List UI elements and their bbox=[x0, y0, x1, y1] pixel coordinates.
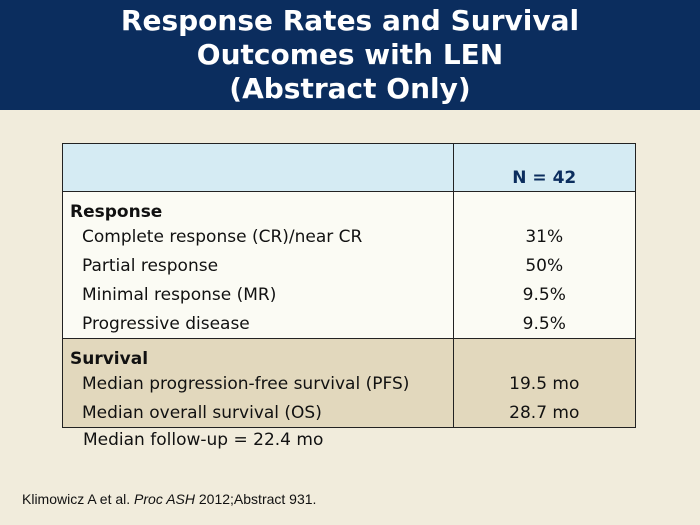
row-label: Median progression-free survival (PFS) bbox=[62, 369, 454, 398]
results-table: N = 42 Response Complete response (CR)/n… bbox=[62, 143, 637, 428]
row-label: Partial response bbox=[62, 251, 454, 280]
section-row-response: Response bbox=[62, 191, 637, 222]
table-header-empty-cell bbox=[62, 143, 454, 192]
table-row: Partial response 50% bbox=[62, 251, 637, 280]
section-label-response: Response bbox=[62, 191, 454, 222]
row-label: Median overall survival (OS) bbox=[62, 398, 454, 428]
slide-title-line-3: (Abstract Only) bbox=[229, 72, 471, 105]
citation-journal: Proc ASH bbox=[134, 491, 195, 507]
row-value: 9.5% bbox=[452, 280, 637, 309]
median-followup-note: Median follow-up = 22.4 mo bbox=[83, 430, 324, 450]
table-row: Progressive disease 9.5% bbox=[62, 309, 637, 339]
row-label: Progressive disease bbox=[62, 309, 454, 339]
row-value: 31% bbox=[452, 222, 637, 251]
table-row: Median progression-free survival (PFS) 1… bbox=[62, 369, 637, 398]
slide-title-line-2: Outcomes with LEN bbox=[196, 38, 504, 71]
row-value: 28.7 mo bbox=[452, 398, 637, 428]
section-row-survival: Survival bbox=[62, 338, 637, 369]
slide-title-line-1: Response Rates and Survival bbox=[120, 4, 580, 37]
citation: Klimowicz A et al. Proc ASH 2012;Abstrac… bbox=[22, 491, 316, 507]
table-header-row: N = 42 bbox=[62, 143, 637, 192]
section-label-survival: Survival bbox=[62, 338, 454, 369]
citation-authors: Klimowicz A et al. bbox=[22, 491, 131, 507]
row-label: Minimal response (MR) bbox=[62, 280, 454, 309]
slide-title-banner: Response Rates and Survival Outcomes wit… bbox=[0, 0, 700, 110]
row-value: 9.5% bbox=[452, 309, 637, 339]
column-header-n: N = 42 bbox=[452, 143, 637, 192]
row-label: Complete response (CR)/near CR bbox=[62, 222, 454, 251]
row-value: 19.5 mo bbox=[452, 369, 637, 398]
citation-details: 2012;Abstract 931. bbox=[198, 491, 317, 507]
table-row: Minimal response (MR) 9.5% bbox=[62, 280, 637, 309]
row-value: 50% bbox=[452, 251, 637, 280]
table-row: Complete response (CR)/near CR 31% bbox=[62, 222, 637, 251]
table-row: Median overall survival (OS) 28.7 mo bbox=[62, 398, 637, 428]
